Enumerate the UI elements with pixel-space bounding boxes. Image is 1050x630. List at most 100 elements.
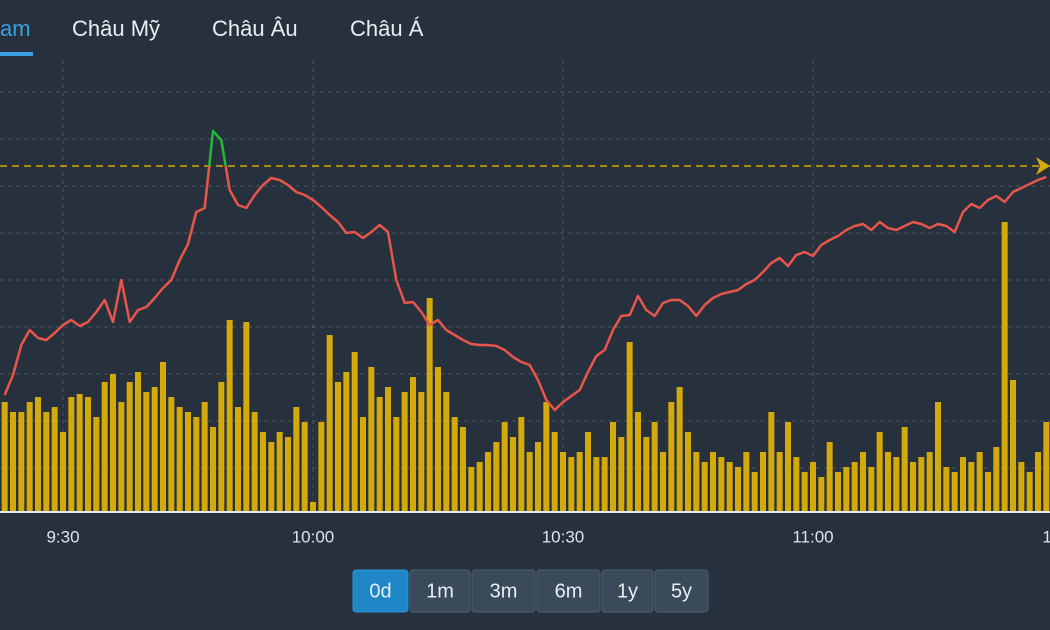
volume-bar xyxy=(776,452,783,512)
volume-bar xyxy=(785,422,791,512)
volume-bar xyxy=(218,382,225,512)
volume-bar xyxy=(718,457,725,512)
volume-bar xyxy=(426,298,433,512)
button-label: 5y xyxy=(671,580,692,602)
volume-bar xyxy=(443,392,450,512)
volume-bar xyxy=(968,462,975,512)
volume-bar xyxy=(235,407,241,512)
volume-bar xyxy=(418,392,425,512)
button-box xyxy=(352,569,409,613)
volume-bar xyxy=(60,432,66,512)
volume-bar xyxy=(1018,462,1025,512)
button-label: 0d xyxy=(369,580,391,602)
volume-bar xyxy=(868,467,875,512)
volume-bar xyxy=(451,417,458,512)
volume-bar xyxy=(485,452,491,512)
volume-bar xyxy=(226,320,233,512)
x-tick-label: 9:30 xyxy=(46,527,79,546)
volume-bar xyxy=(601,457,608,512)
button-box xyxy=(536,569,601,613)
range-button[interactable]: 5y xyxy=(654,569,709,613)
volume-bar xyxy=(1010,380,1016,512)
volume-bar xyxy=(535,442,541,512)
volume-bar xyxy=(1026,472,1033,512)
range-button[interactable]: 0d xyxy=(352,569,409,613)
volume-bar xyxy=(360,417,366,512)
volume-bar xyxy=(818,477,825,512)
volume-bar xyxy=(901,427,908,512)
volume-bar xyxy=(318,422,325,512)
volume-bar xyxy=(926,452,933,512)
button-box xyxy=(654,569,709,613)
volume-bar xyxy=(701,462,708,512)
volume-bar xyxy=(268,442,275,512)
button-box xyxy=(409,569,471,613)
volume-bar xyxy=(343,372,350,512)
volume-bar xyxy=(526,452,533,512)
volume-bar xyxy=(85,397,91,512)
volume-bar xyxy=(760,452,766,512)
volume-bar xyxy=(510,437,516,512)
volume-bar xyxy=(35,397,41,512)
button-label: 1y xyxy=(617,580,638,602)
region-tab[interactable]: Châu Âu xyxy=(212,16,298,41)
button-box xyxy=(471,569,536,613)
volume-bar xyxy=(735,467,741,512)
volume-bar xyxy=(168,397,175,512)
volume-bar xyxy=(76,394,83,512)
volume-bar xyxy=(851,462,858,512)
volume-bar xyxy=(351,352,358,512)
volume-bar xyxy=(626,342,633,512)
volume-bar xyxy=(551,432,558,512)
reference-marker xyxy=(1036,157,1050,175)
volume-bar xyxy=(826,442,833,512)
volume-bar xyxy=(876,432,883,512)
volume-bar xyxy=(993,447,1000,512)
volume-bar xyxy=(43,412,50,512)
volume-bar xyxy=(93,417,100,512)
volume-bar xyxy=(476,462,483,512)
volume-bar xyxy=(943,467,950,512)
volume-bar xyxy=(185,412,191,512)
region-tab[interactable]: Châu Mỹ xyxy=(72,16,160,41)
volume-bar xyxy=(910,462,916,512)
volume-bar xyxy=(685,432,691,512)
region-tab[interactable]: am xyxy=(0,16,31,41)
volume-bar xyxy=(435,367,441,512)
volume-bar xyxy=(376,397,383,512)
volume-bar xyxy=(393,417,400,512)
volume-bar xyxy=(251,412,258,512)
volume-bar xyxy=(260,432,266,512)
volume-bar xyxy=(726,462,733,512)
volume-bar xyxy=(460,427,466,512)
volume-bar xyxy=(10,412,16,512)
volume-bar xyxy=(68,397,75,512)
range-button[interactable]: 1y xyxy=(601,569,654,613)
volume-bar xyxy=(18,412,25,512)
volume-bar xyxy=(793,457,800,512)
volume-bar xyxy=(368,367,375,512)
range-button[interactable]: 6m xyxy=(536,569,601,613)
volume-bar xyxy=(401,392,408,512)
volume-bar xyxy=(643,437,650,512)
volume-bar xyxy=(893,457,900,512)
volume-bar xyxy=(918,457,925,512)
volume-bar xyxy=(743,452,750,512)
volume-bar xyxy=(160,362,166,512)
volume-bar xyxy=(110,374,116,512)
volume-bar xyxy=(585,432,591,512)
volume-bar xyxy=(860,452,866,512)
volume-bar xyxy=(593,457,600,512)
volume-bar xyxy=(143,392,150,512)
volume-bar xyxy=(543,402,550,512)
range-button[interactable]: 3m xyxy=(471,569,536,613)
volume-bar xyxy=(668,402,675,512)
volume-bar xyxy=(493,442,500,512)
price-line xyxy=(3,129,1047,412)
volume-bar xyxy=(1,402,8,512)
volume-bar xyxy=(285,437,291,512)
region-tab[interactable]: Châu Á xyxy=(350,16,424,41)
volume-bar xyxy=(801,472,808,512)
range-button[interactable]: 1m xyxy=(409,569,471,613)
